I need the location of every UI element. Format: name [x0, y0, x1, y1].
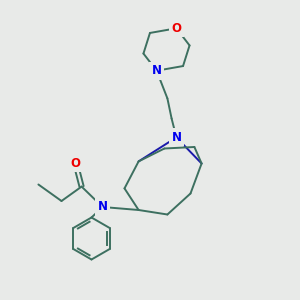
Text: N: N: [98, 200, 108, 214]
Text: N: N: [152, 64, 162, 77]
Text: N: N: [171, 131, 182, 144]
Text: O: O: [70, 157, 81, 170]
Text: O: O: [171, 22, 182, 35]
